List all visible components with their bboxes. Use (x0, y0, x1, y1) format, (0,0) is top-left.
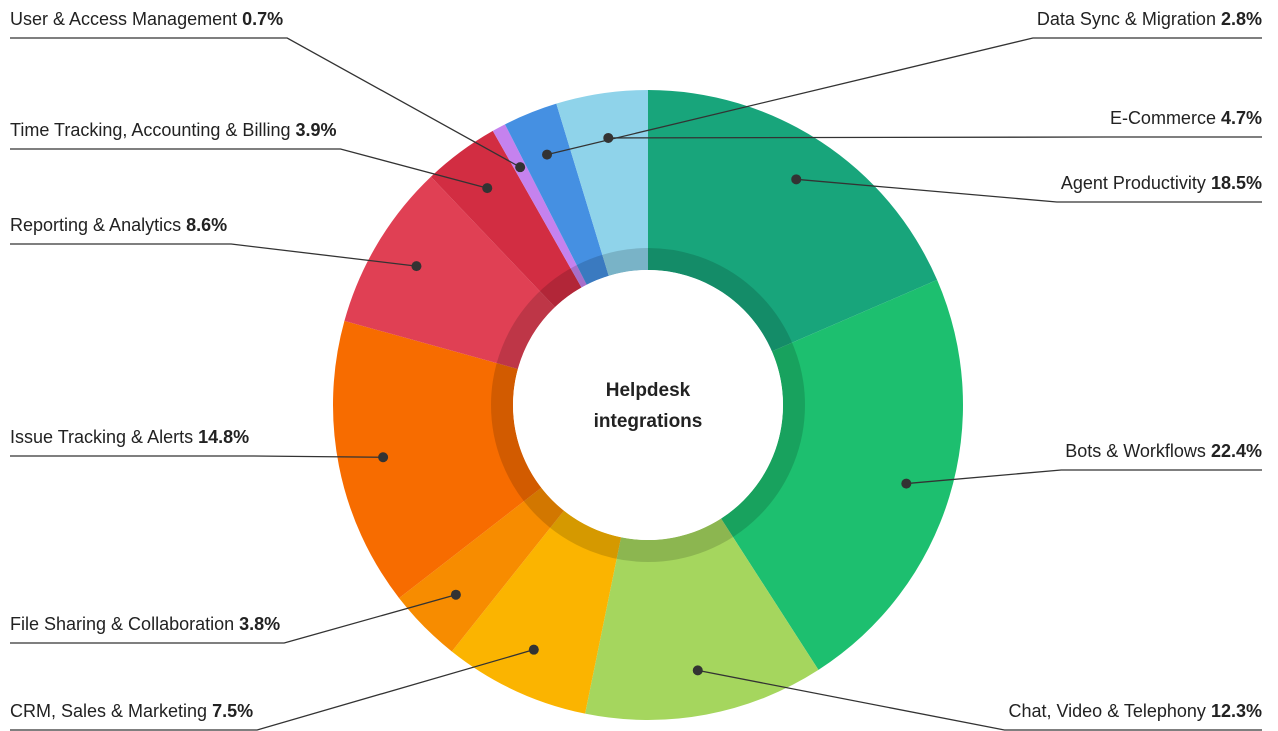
label-value: 2.8% (1221, 9, 1262, 29)
labels: Agent Productivity 18.5% Bots & Workflows… (10, 9, 1262, 721)
label-name: Issue Tracking & Alerts (10, 427, 193, 447)
leader-line (608, 136, 1262, 139)
label-name: Reporting & Analytics (10, 215, 181, 235)
label-value: 12.3% (1211, 701, 1262, 721)
leader-line (906, 469, 1262, 485)
leader-line (10, 243, 417, 267)
slice-label: Issue Tracking & Alerts 14.8% (10, 427, 249, 447)
label-value: 8.6% (186, 215, 227, 235)
leader-dot (692, 665, 703, 676)
leader-line (10, 455, 384, 458)
donut-hole (513, 270, 783, 540)
slice-label: Reporting & Analytics 8.6% (10, 215, 227, 235)
leader-dot (528, 644, 539, 655)
leader-line (697, 669, 1262, 731)
label-value: 18.5% (1211, 173, 1262, 193)
leader-line (10, 594, 457, 644)
label-name: Data Sync & Migration (1037, 9, 1216, 29)
chart-title: Helpdesk integrations (593, 380, 703, 432)
leader-dot (515, 162, 526, 173)
leader-line (10, 649, 534, 731)
slice-label: User & Access Management 0.7% (10, 9, 283, 29)
label-value: 22.4% (1211, 441, 1262, 461)
slice-label: CRM, Sales & Marketing 7.5% (10, 701, 253, 721)
label-name: Time Tracking, Accounting & Billing (10, 120, 290, 140)
label-name: User & Access Management (10, 9, 237, 29)
donut-slice (399, 487, 564, 652)
label-value: 4.7% (1221, 108, 1262, 128)
label-name: CRM, Sales & Marketing (10, 701, 207, 721)
label-name: File Sharing & Collaboration (10, 614, 234, 634)
label-value: 3.9% (295, 120, 336, 140)
slice-label: Agent Productivity 18.5% (1061, 173, 1262, 193)
slice-label: Time Tracking, Accounting & Billing 3.9% (10, 120, 337, 140)
leader-line (546, 37, 1262, 156)
leader-dot (901, 478, 912, 489)
label-value: 3.8% (239, 614, 280, 634)
donut-slice (585, 518, 819, 720)
slice-label: File Sharing & Collaboration 3.8% (10, 614, 280, 634)
donut-slice (430, 130, 582, 308)
label-value: 0.7% (242, 9, 283, 29)
leader-dot (542, 149, 553, 160)
slice-label: Bots & Workflows 22.4% (1065, 441, 1262, 461)
label-value: 14.8% (198, 427, 249, 447)
leader-dot (482, 183, 493, 194)
leader-dot (603, 132, 614, 143)
donut-slice (648, 90, 938, 352)
leader-line (10, 37, 521, 168)
donut-slice (332, 320, 542, 599)
label-value: 7.5% (212, 701, 253, 721)
label-name: Bots & Workflows (1065, 441, 1206, 461)
donut-slice (451, 510, 622, 714)
leader-dot (450, 589, 461, 600)
donut-slice (721, 279, 963, 670)
label-name: Agent Productivity (1061, 173, 1206, 193)
label-name: Chat, Video & Telephony (1008, 701, 1205, 721)
slice-label: Chat, Video & Telephony 12.3% (1008, 701, 1262, 721)
leader-dot (411, 261, 422, 272)
donut-slice (504, 103, 609, 285)
leader-dot (791, 174, 802, 185)
leader-dot (378, 452, 389, 463)
label-name: E-Commerce (1110, 108, 1216, 128)
leader-line (796, 178, 1262, 203)
slice-label: E-Commerce 4.7% (1110, 108, 1262, 128)
slice-label: Data Sync & Migration 2.8% (1037, 9, 1262, 29)
leader-line (10, 148, 488, 189)
donut-slice (344, 176, 555, 369)
inner-band (491, 248, 805, 562)
